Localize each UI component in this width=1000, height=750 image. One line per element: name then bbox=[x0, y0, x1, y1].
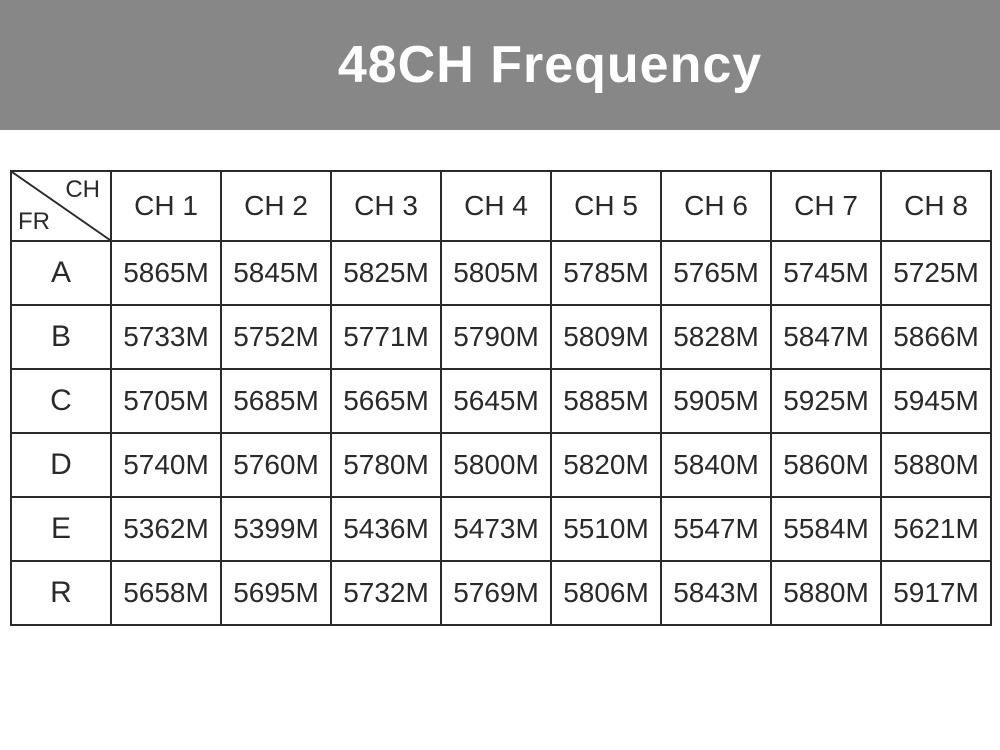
cell: 5917M bbox=[881, 561, 991, 625]
row-label: R bbox=[11, 561, 111, 625]
cell: 5820M bbox=[551, 433, 661, 497]
cell: 5695M bbox=[221, 561, 331, 625]
cell: 5510M bbox=[551, 497, 661, 561]
cell: 5785M bbox=[551, 241, 661, 305]
frequency-table-wrapper: CH FR CH 1 CH 2 CH 3 CH 4 CH 5 CH 6 CH 7… bbox=[0, 130, 1000, 626]
table-row: R 5658M 5695M 5732M 5769M 5806M 5843M 58… bbox=[11, 561, 991, 625]
cell: 5860M bbox=[771, 433, 881, 497]
cell: 5771M bbox=[331, 305, 441, 369]
cell: 5790M bbox=[441, 305, 551, 369]
cell: 5584M bbox=[771, 497, 881, 561]
cell: 5885M bbox=[551, 369, 661, 433]
col-header: CH 5 bbox=[551, 171, 661, 241]
cell: 5800M bbox=[441, 433, 551, 497]
frequency-table: CH FR CH 1 CH 2 CH 3 CH 4 CH 5 CH 6 CH 7… bbox=[10, 170, 992, 626]
cell: 5825M bbox=[331, 241, 441, 305]
cell: 5473M bbox=[441, 497, 551, 561]
cell: 5840M bbox=[661, 433, 771, 497]
cell: 5733M bbox=[111, 305, 221, 369]
col-header: CH 4 bbox=[441, 171, 551, 241]
row-label: D bbox=[11, 433, 111, 497]
cell: 5362M bbox=[111, 497, 221, 561]
cell: 5658M bbox=[111, 561, 221, 625]
row-label: C bbox=[11, 369, 111, 433]
row-label: E bbox=[11, 497, 111, 561]
cell: 5805M bbox=[441, 241, 551, 305]
cell: 5752M bbox=[221, 305, 331, 369]
cell: 5845M bbox=[221, 241, 331, 305]
cell: 5847M bbox=[771, 305, 881, 369]
cell: 5685M bbox=[221, 369, 331, 433]
cell: 5806M bbox=[551, 561, 661, 625]
cell: 5880M bbox=[771, 561, 881, 625]
cell: 5725M bbox=[881, 241, 991, 305]
cell: 5865M bbox=[111, 241, 221, 305]
col-header: CH 3 bbox=[331, 171, 441, 241]
cell: 5705M bbox=[111, 369, 221, 433]
cell: 5809M bbox=[551, 305, 661, 369]
corner-label-ch: CH bbox=[65, 176, 100, 204]
corner-cell: CH FR bbox=[11, 171, 111, 241]
cell: 5740M bbox=[111, 433, 221, 497]
table-header-row: CH FR CH 1 CH 2 CH 3 CH 4 CH 5 CH 6 CH 7… bbox=[11, 171, 991, 241]
cell: 5765M bbox=[661, 241, 771, 305]
table-row: D 5740M 5760M 5780M 5800M 5820M 5840M 58… bbox=[11, 433, 991, 497]
cell: 5547M bbox=[661, 497, 771, 561]
cell: 5880M bbox=[881, 433, 991, 497]
row-label: A bbox=[11, 241, 111, 305]
table-row: E 5362M 5399M 5436M 5473M 5510M 5547M 55… bbox=[11, 497, 991, 561]
header-band: 48CH Frequency bbox=[0, 0, 1000, 130]
cell: 5866M bbox=[881, 305, 991, 369]
page-title: 48CH Frequency bbox=[338, 35, 762, 95]
cell: 5945M bbox=[881, 369, 991, 433]
cell: 5399M bbox=[221, 497, 331, 561]
corner-label-fr: FR bbox=[18, 208, 50, 236]
table-row: A 5865M 5845M 5825M 5805M 5785M 5765M 57… bbox=[11, 241, 991, 305]
cell: 5665M bbox=[331, 369, 441, 433]
col-header: CH 7 bbox=[771, 171, 881, 241]
cell: 5436M bbox=[331, 497, 441, 561]
col-header: CH 2 bbox=[221, 171, 331, 241]
cell: 5745M bbox=[771, 241, 881, 305]
cell: 5645M bbox=[441, 369, 551, 433]
row-label: B bbox=[11, 305, 111, 369]
col-header: CH 1 bbox=[111, 171, 221, 241]
cell: 5769M bbox=[441, 561, 551, 625]
cell: 5732M bbox=[331, 561, 441, 625]
table-row: B 5733M 5752M 5771M 5790M 5809M 5828M 58… bbox=[11, 305, 991, 369]
col-header: CH 8 bbox=[881, 171, 991, 241]
cell: 5828M bbox=[661, 305, 771, 369]
cell: 5621M bbox=[881, 497, 991, 561]
table-row: C 5705M 5685M 5665M 5645M 5885M 5905M 59… bbox=[11, 369, 991, 433]
cell: 5925M bbox=[771, 369, 881, 433]
cell: 5780M bbox=[331, 433, 441, 497]
cell: 5760M bbox=[221, 433, 331, 497]
col-header: CH 6 bbox=[661, 171, 771, 241]
cell: 5905M bbox=[661, 369, 771, 433]
cell: 5843M bbox=[661, 561, 771, 625]
